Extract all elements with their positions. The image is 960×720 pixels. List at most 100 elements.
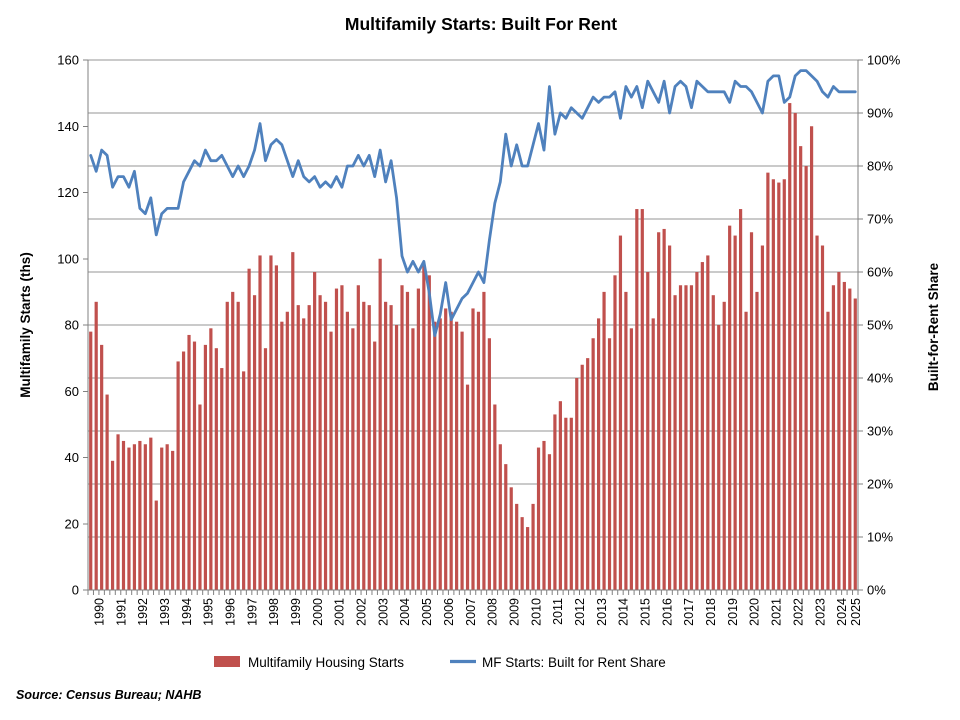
bar bbox=[356, 285, 360, 590]
bar bbox=[766, 172, 770, 591]
x-year-label: 2000 bbox=[311, 598, 325, 626]
bar bbox=[160, 447, 164, 590]
bar bbox=[498, 444, 502, 590]
bar bbox=[247, 268, 251, 590]
bar bbox=[455, 321, 459, 590]
bar bbox=[558, 401, 562, 590]
left-tick-label: 80 bbox=[65, 318, 79, 333]
bar bbox=[542, 440, 546, 590]
bar bbox=[738, 209, 743, 590]
bar bbox=[678, 285, 683, 590]
bar bbox=[405, 291, 410, 591]
bar bbox=[105, 394, 109, 590]
x-year-label: 2021 bbox=[770, 598, 784, 626]
x-year-label: 2002 bbox=[355, 598, 369, 626]
x-year-label: 2007 bbox=[464, 598, 478, 626]
x-year-label: 1995 bbox=[202, 598, 216, 626]
x-year-label: 2024 bbox=[835, 598, 849, 626]
bar bbox=[749, 232, 754, 590]
right-tick-label: 40% bbox=[867, 371, 893, 386]
bar bbox=[209, 328, 213, 590]
bar bbox=[531, 503, 535, 591]
bar bbox=[198, 404, 202, 590]
bar bbox=[820, 245, 825, 590]
bar bbox=[176, 361, 180, 590]
bar bbox=[504, 464, 508, 591]
x-year-label: 2006 bbox=[442, 598, 456, 626]
bar bbox=[345, 311, 349, 590]
bar bbox=[635, 209, 639, 590]
bar bbox=[717, 325, 721, 590]
right-tick-label: 30% bbox=[867, 424, 893, 439]
bar bbox=[400, 285, 404, 590]
bar bbox=[777, 182, 781, 590]
bar bbox=[837, 272, 841, 590]
bar bbox=[471, 308, 475, 590]
plot-area: 0 20 40 60 80 100 120 140 160 0% 10% 20% 30% 40% 50% 60… bbox=[57, 53, 900, 626]
bar bbox=[307, 305, 311, 591]
bar bbox=[722, 301, 726, 590]
bar bbox=[252, 295, 257, 590]
bar bbox=[520, 517, 524, 591]
bar bbox=[258, 255, 262, 590]
bar bbox=[602, 291, 606, 591]
bar bbox=[509, 487, 513, 590]
bar bbox=[728, 225, 732, 591]
x-year-label: 1997 bbox=[245, 598, 259, 626]
right-tick-label: 80% bbox=[867, 159, 893, 174]
x-year-label: 2025 bbox=[849, 598, 863, 626]
left-tick-label: 0 bbox=[72, 583, 79, 598]
bar bbox=[433, 321, 437, 590]
bar bbox=[591, 338, 595, 590]
bar bbox=[771, 179, 775, 590]
bar bbox=[121, 440, 126, 590]
x-year-label: 2008 bbox=[486, 598, 500, 626]
bar bbox=[269, 255, 273, 590]
x-year-label: 2017 bbox=[682, 598, 696, 626]
x-year-label: 2020 bbox=[748, 598, 762, 626]
bar bbox=[165, 444, 169, 590]
x-year-label: 2015 bbox=[639, 598, 653, 626]
bar bbox=[482, 291, 486, 591]
bar bbox=[378, 258, 382, 590]
bar bbox=[613, 275, 617, 590]
bar bbox=[553, 414, 557, 590]
bar bbox=[842, 281, 846, 590]
bar bbox=[706, 255, 710, 590]
x-year-label: 2013 bbox=[595, 598, 609, 626]
bar bbox=[733, 235, 737, 590]
x-year-label: 1991 bbox=[114, 598, 128, 626]
legend-line-label: MF Starts: Built for Rent Share bbox=[482, 655, 666, 670]
bar bbox=[815, 235, 819, 590]
bar bbox=[826, 311, 830, 590]
x-year-label: 2003 bbox=[376, 598, 390, 626]
left-tick-label: 40 bbox=[65, 450, 79, 465]
right-tick-label: 60% bbox=[867, 265, 893, 280]
bar bbox=[110, 460, 115, 590]
bar bbox=[132, 444, 137, 590]
bar bbox=[624, 291, 628, 591]
x-year-label: 2019 bbox=[726, 598, 740, 626]
bar bbox=[214, 348, 218, 590]
left-tick-label: 60 bbox=[65, 384, 79, 399]
x-year-label: 2010 bbox=[529, 598, 543, 626]
bar bbox=[804, 166, 808, 590]
bar bbox=[242, 371, 246, 591]
bar bbox=[689, 285, 694, 590]
bar bbox=[673, 295, 677, 590]
bar bbox=[263, 348, 268, 590]
bar bbox=[394, 325, 399, 590]
bar bbox=[618, 235, 623, 590]
x-year-label: 1996 bbox=[223, 598, 237, 626]
right-tick-label: 0% bbox=[867, 583, 886, 598]
bar bbox=[225, 301, 229, 590]
bar bbox=[536, 447, 541, 590]
bar bbox=[449, 311, 453, 590]
bar bbox=[569, 417, 573, 590]
x-year-label: 1992 bbox=[136, 598, 150, 626]
bar bbox=[154, 500, 158, 590]
bar bbox=[662, 228, 666, 590]
bar bbox=[848, 288, 852, 590]
legend-bar-swatch bbox=[214, 656, 240, 667]
